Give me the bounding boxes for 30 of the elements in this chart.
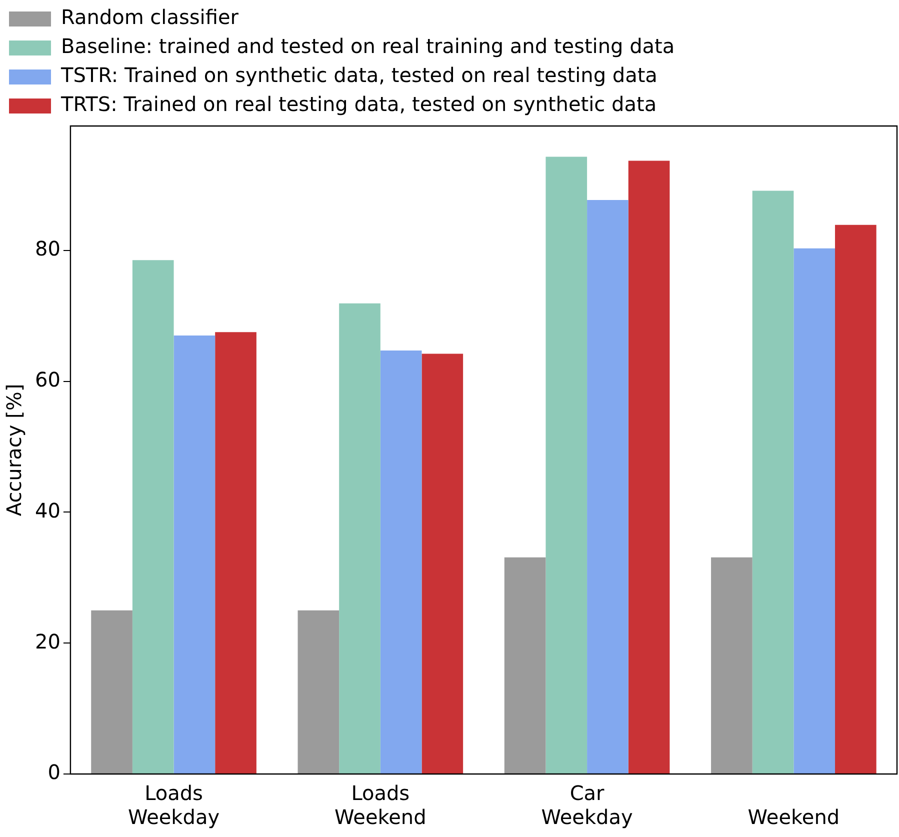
x-tick-label: Loads Weekday bbox=[128, 781, 220, 830]
bar bbox=[422, 354, 464, 774]
bar bbox=[546, 156, 588, 774]
bar bbox=[339, 303, 380, 774]
x-tick-label: Car Weekday bbox=[541, 781, 633, 830]
bar bbox=[587, 200, 628, 774]
y-tick-label: 20 bbox=[34, 629, 60, 654]
y-tick-label: 80 bbox=[34, 236, 60, 261]
y-tick-label: 0 bbox=[48, 760, 60, 784]
legend-label: TRTS: Trained on real testing data, tested on synthetic data bbox=[60, 92, 657, 116]
x-tick-label: Weekend bbox=[748, 805, 840, 830]
bar bbox=[835, 224, 876, 774]
legend-label: TSTR: Trained on synthetic data, tested on real testing data bbox=[60, 63, 658, 88]
bar bbox=[752, 190, 794, 774]
legend-label: Baseline: trained and tested on real training and testing data bbox=[61, 34, 675, 58]
y-axis-title: Accuracy [%] bbox=[2, 384, 26, 516]
bar bbox=[711, 557, 752, 774]
legend-label: Random classifier bbox=[61, 5, 240, 30]
bar bbox=[628, 160, 670, 774]
x-tick-label: Loads Weekend bbox=[334, 781, 426, 830]
bar bbox=[298, 610, 340, 774]
y-tick-label: 40 bbox=[34, 498, 60, 522]
bar bbox=[380, 350, 422, 774]
bar bbox=[91, 610, 132, 774]
y-tick-label: 60 bbox=[34, 367, 60, 392]
bar bbox=[174, 335, 216, 774]
bar bbox=[215, 332, 256, 774]
bar bbox=[504, 557, 546, 774]
bar bbox=[794, 248, 836, 774]
bar bbox=[132, 260, 174, 774]
